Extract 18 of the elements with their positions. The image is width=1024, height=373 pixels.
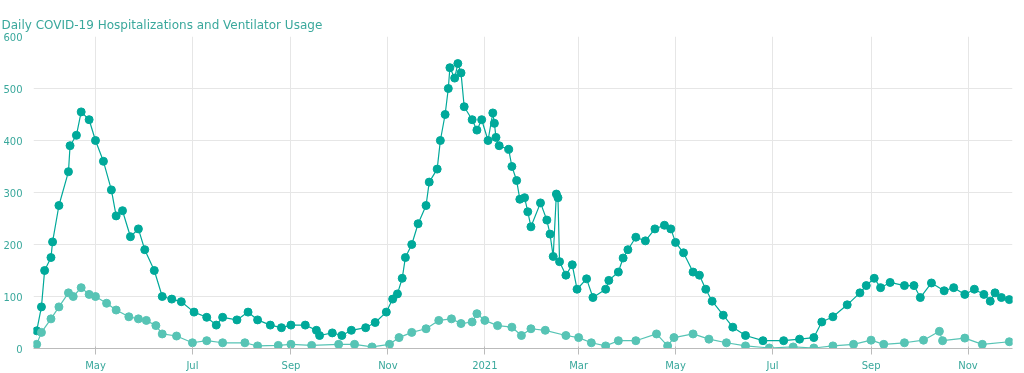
x-tick-label: Mar — [569, 359, 589, 371]
x-tick-label: Nov — [958, 359, 978, 371]
x-tick-label: Jul — [765, 359, 779, 371]
y-tick-label: 0 — [16, 343, 23, 355]
chart-title: Daily COVID-19 Hospitalizations and Ventilator Usage — [1, 17, 323, 32]
x-tick-label: Sep — [281, 359, 301, 371]
x-tick-label: Jul — [185, 359, 199, 371]
y-tick-label: 200 — [3, 239, 23, 251]
x-tick-label: 2021 — [472, 359, 498, 371]
x-tick-label: Nov — [378, 359, 398, 371]
x-tick-label: May — [665, 359, 686, 371]
x-tick-label: May — [85, 359, 106, 371]
y-tick-label: 400 — [3, 135, 23, 147]
y-tick-label: 600 — [3, 31, 23, 43]
y-tick-label: 500 — [3, 83, 23, 95]
y-tick-label: 300 — [3, 187, 23, 199]
y-tick-label: 100 — [3, 291, 23, 303]
x-tick-label: Sep — [861, 359, 881, 371]
